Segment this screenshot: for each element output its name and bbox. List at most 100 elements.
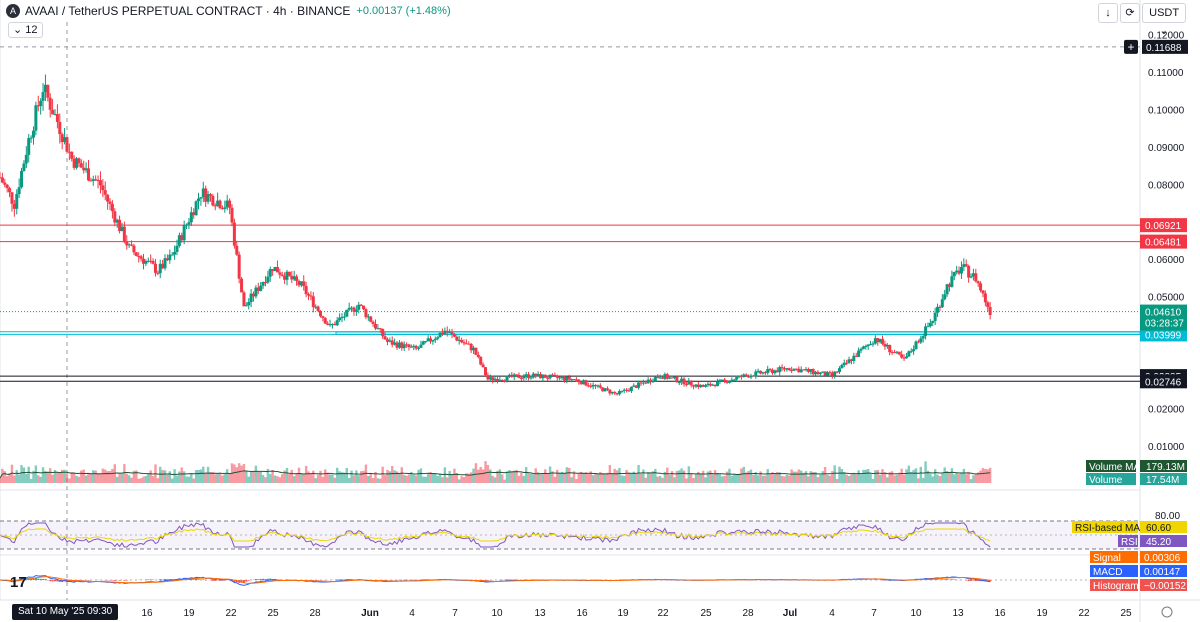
volume-bar bbox=[328, 474, 332, 483]
candle bbox=[902, 354, 906, 362]
volume-bar bbox=[936, 474, 939, 483]
candle bbox=[713, 384, 717, 388]
time-tick-label: Jun bbox=[361, 608, 379, 619]
volume-bar bbox=[816, 477, 820, 483]
candle bbox=[821, 371, 825, 373]
volume-bar bbox=[907, 465, 911, 483]
volume-bar bbox=[735, 474, 738, 483]
volume-bar bbox=[603, 473, 607, 483]
candle bbox=[134, 252, 138, 257]
candle bbox=[29, 135, 33, 143]
volume-bar bbox=[304, 465, 308, 483]
volume-bar bbox=[986, 469, 989, 483]
candle bbox=[938, 305, 942, 311]
volume-bar bbox=[379, 478, 382, 483]
candle bbox=[493, 375, 497, 383]
volume-bar bbox=[541, 474, 545, 483]
volume-bar bbox=[60, 469, 64, 483]
volume-bar bbox=[25, 474, 28, 483]
macd-histogram-bar bbox=[51, 580, 54, 582]
candle bbox=[842, 359, 846, 368]
volume-bar bbox=[945, 471, 949, 483]
volume-bar bbox=[149, 470, 152, 483]
indicators-toggle[interactable]: ⌄ 12 bbox=[8, 22, 43, 38]
candle bbox=[785, 367, 789, 372]
volume-bar bbox=[577, 473, 580, 483]
time-tick-label: Jul bbox=[783, 608, 798, 619]
volume-bar bbox=[453, 468, 456, 483]
volume-bar bbox=[843, 472, 846, 483]
candle bbox=[101, 179, 105, 198]
candle bbox=[531, 372, 535, 379]
volume-bar bbox=[29, 478, 33, 483]
volume-bar bbox=[343, 472, 346, 483]
candle bbox=[833, 371, 837, 379]
volume-bar bbox=[673, 477, 676, 483]
volume-bar bbox=[84, 475, 88, 483]
volume-bar bbox=[5, 476, 9, 483]
candle bbox=[694, 384, 698, 389]
macd-histogram-bar bbox=[269, 578, 272, 580]
volume-bar bbox=[283, 470, 286, 483]
volume-bar bbox=[831, 471, 834, 483]
download-icon[interactable]: ↓ bbox=[1098, 3, 1118, 23]
volume-bar bbox=[111, 468, 114, 483]
candle bbox=[24, 146, 28, 169]
volume-bar bbox=[273, 475, 277, 483]
candle bbox=[955, 265, 959, 275]
crosshair-price-tag: +0.11688 bbox=[1124, 39, 1188, 54]
candle bbox=[460, 337, 464, 344]
candle bbox=[649, 377, 653, 385]
symbol-title[interactable]: AVAAI / TetherUS PERPETUAL CONTRACT · 4h… bbox=[25, 4, 351, 18]
macd-histogram-bar bbox=[68, 580, 71, 582]
level-price-tag: 0.06481 bbox=[1140, 234, 1187, 249]
candle bbox=[888, 344, 892, 356]
candle bbox=[806, 367, 810, 374]
currency-select[interactable]: USDT ⌄ bbox=[1142, 3, 1186, 37]
volume-bar bbox=[921, 477, 925, 483]
candle bbox=[883, 340, 887, 350]
volume-bar bbox=[130, 477, 133, 483]
level-price-tag: 0.02746 bbox=[1140, 374, 1187, 389]
candle bbox=[366, 313, 370, 321]
candle bbox=[216, 192, 220, 207]
volume-bar bbox=[13, 475, 16, 483]
candle bbox=[342, 312, 346, 321]
time-tick-label: 22 bbox=[1078, 608, 1090, 619]
volume-bar bbox=[976, 472, 980, 483]
volume-bar bbox=[218, 472, 222, 483]
candle bbox=[244, 302, 248, 307]
volume-bar bbox=[350, 470, 353, 483]
candle bbox=[921, 333, 925, 343]
volume-bar bbox=[587, 474, 590, 483]
refresh-icon[interactable]: ⟳ bbox=[1120, 3, 1140, 23]
volume-bar bbox=[235, 467, 238, 483]
candle bbox=[27, 133, 31, 163]
volume-bar bbox=[969, 479, 973, 483]
candle bbox=[845, 359, 849, 366]
candle bbox=[756, 368, 760, 374]
volume-bar bbox=[39, 476, 42, 483]
candle bbox=[63, 128, 67, 145]
candle bbox=[158, 259, 162, 279]
candle bbox=[646, 377, 650, 384]
macd-histogram-bar bbox=[319, 580, 322, 581]
candle bbox=[443, 327, 447, 336]
candle bbox=[187, 218, 191, 229]
candle bbox=[840, 363, 844, 369]
candle bbox=[608, 389, 612, 396]
macd-histogram-bar bbox=[197, 579, 200, 580]
candle bbox=[299, 281, 303, 288]
volume-bar bbox=[699, 474, 702, 483]
candle bbox=[182, 220, 186, 245]
candle bbox=[632, 383, 636, 387]
volume-bar bbox=[838, 466, 841, 483]
svg-text:−0.00152: −0.00152 bbox=[1144, 581, 1186, 592]
volume-bar bbox=[32, 470, 35, 483]
volume-bar bbox=[721, 476, 724, 483]
volume-bar bbox=[402, 474, 406, 483]
volume-bar bbox=[87, 473, 90, 483]
volume-bar bbox=[850, 474, 853, 483]
volume-bar bbox=[376, 478, 380, 483]
